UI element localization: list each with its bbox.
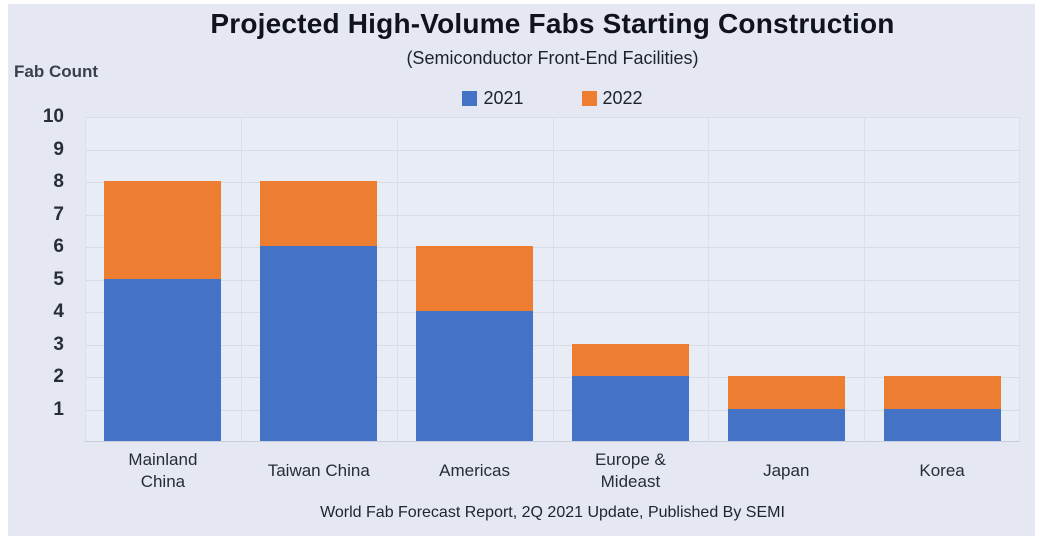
- gridline-v-1: [241, 117, 242, 441]
- legend-label-2022: 2022: [602, 88, 643, 108]
- bar-europe-mideast: [571, 343, 689, 441]
- x-label-mainland-china: Mainland China: [128, 449, 198, 491]
- chart-subtitle: (Semiconductor Front-End Facilities): [406, 48, 699, 68]
- gridline-v-0: [85, 117, 86, 441]
- y-tick-9: 9: [53, 138, 64, 160]
- bar-americas: [416, 246, 534, 441]
- bar-segment-mainland-china-2022: [104, 181, 222, 279]
- bar-mainland-china: [104, 181, 222, 441]
- gridline-h-7: [85, 214, 1020, 216]
- gridline-v-6: [1019, 117, 1020, 441]
- gridline-h-3: [85, 344, 1020, 346]
- y-tick-7: 7: [53, 203, 64, 225]
- bar-segment-japan-2021: [727, 408, 845, 441]
- x-label-korea: Korea: [919, 460, 965, 480]
- gridline-h-1: [85, 409, 1020, 411]
- bar-segment-japan-2022: [727, 376, 845, 409]
- gridline-v-2: [397, 117, 398, 441]
- chart-title: Projected High-Volume Fabs Starting Cons…: [210, 8, 895, 39]
- bar-korea: [883, 376, 1001, 441]
- bar-segment-taiwan-china-2021: [260, 246, 378, 441]
- y-tick-10: 10: [42, 106, 64, 127]
- bar-segment-taiwan-china-2022: [260, 181, 378, 246]
- source-note: World Fab Forecast Report, 2Q 2021 Updat…: [320, 504, 785, 521]
- x-label-taiwan-china: Taiwan China: [267, 460, 370, 480]
- bar-segment-korea-2022: [883, 376, 1001, 409]
- gridline-v-5: [864, 117, 865, 441]
- legend-item-2021: 2021: [462, 88, 524, 109]
- y-tick-5: 5: [53, 268, 64, 290]
- gridline-h-8: [85, 182, 1020, 183]
- legend: 2021 2022: [85, 88, 1020, 109]
- legend-item-2022: 2022: [581, 88, 643, 109]
- bar-japan: [727, 376, 845, 441]
- y-tick-4: 4: [53, 301, 64, 322]
- gridline-h-10: [85, 117, 1020, 118]
- y-tick-1: 1: [53, 398, 64, 420]
- gridline-v-3: [553, 117, 554, 441]
- bar-segment-europe-mideast-2021: [571, 376, 689, 441]
- bar-taiwan-china: [260, 181, 378, 441]
- y-tick-8: 8: [53, 171, 64, 192]
- y-tick-6: 6: [53, 236, 64, 257]
- plot-area: [85, 117, 1020, 442]
- gridline-h-2: [85, 377, 1020, 378]
- gridline-h-9: [85, 149, 1020, 151]
- gridline-h-5: [85, 279, 1020, 281]
- bar-segment-americas-2022: [416, 246, 534, 311]
- gridline-h-4: [85, 312, 1020, 313]
- gridline-v-4: [708, 117, 709, 441]
- bar-segment-europe-mideast-2022: [571, 343, 689, 376]
- y-tick-3: 3: [53, 333, 64, 355]
- legend-swatch-2021: [462, 91, 478, 106]
- y-tick-2: 2: [53, 366, 64, 387]
- legend-swatch-2022: [581, 91, 597, 106]
- bar-segment-americas-2021: [416, 311, 534, 441]
- gridline-h-6: [85, 247, 1020, 248]
- y-axis-label: Fab Count: [14, 62, 99, 81]
- bar-segment-korea-2021: [883, 408, 1001, 441]
- bar-segment-mainland-china-2021: [104, 278, 222, 441]
- x-label-europe-mideast: Europe & Mideast: [594, 449, 666, 491]
- x-label-japan: Japan: [763, 460, 810, 480]
- x-label-americas: Americas: [439, 460, 510, 480]
- legend-label-2021: 2021: [483, 88, 524, 108]
